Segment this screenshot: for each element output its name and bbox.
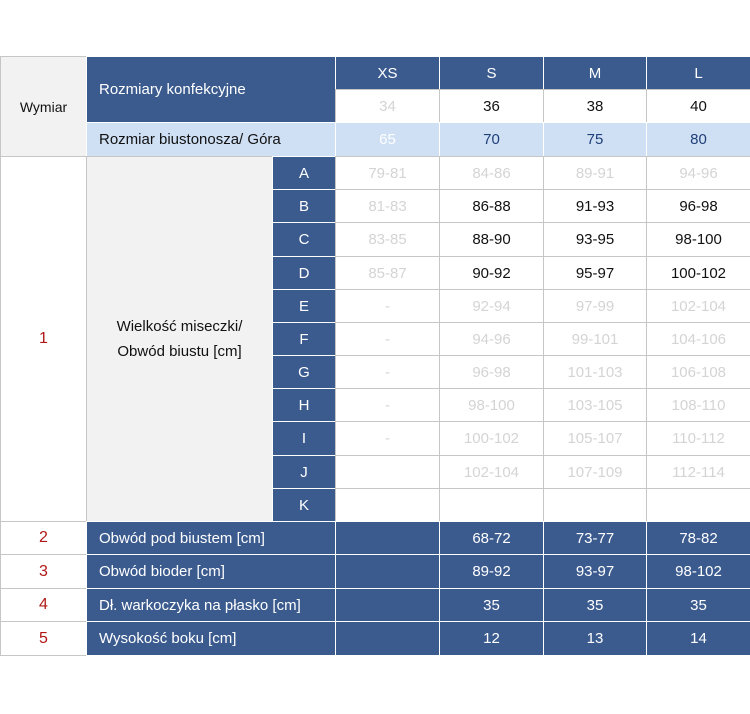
cup-value: 102-104 (439, 455, 544, 489)
cup-value: - (335, 322, 440, 356)
cup-value: 100-102 (646, 256, 750, 290)
measure-label: Dł. warkoczyka na płasko [cm] (86, 588, 336, 622)
wymiar-header: Wymiar (0, 56, 87, 157)
cup-value: 108-110 (646, 388, 750, 422)
measure-number: 3 (0, 554, 87, 589)
cup-value: 101-103 (543, 355, 647, 389)
cup-value: 94-96 (439, 322, 544, 356)
cup-value: - (335, 388, 440, 422)
cup-letter-i: I (272, 421, 336, 456)
cup-value: 84-86 (439, 156, 544, 190)
cup-value (439, 488, 544, 522)
cup-value: 90-92 (439, 256, 544, 290)
cup-value: 97-99 (543, 289, 647, 323)
cup-value: 98-100 (646, 222, 750, 257)
size-label-s: S (439, 56, 544, 90)
cup-value: 105-107 (543, 421, 647, 456)
cup-letter-e: E (272, 289, 336, 323)
cup-value: - (335, 421, 440, 456)
cup-label: Wielkość miseczki/Obwód biustu [cm] (86, 156, 273, 522)
cup-value: 99-101 (543, 322, 647, 356)
cup-value: 93-95 (543, 222, 647, 257)
konf-size-xs: 34 (335, 89, 440, 123)
cup-value: - (335, 355, 440, 389)
cup-value: 100-102 (439, 421, 544, 456)
cup-letter-b: B (272, 189, 336, 223)
cup-letter-c: C (272, 222, 336, 257)
bra-size-m: 75 (543, 122, 647, 157)
cup-letter-k: K (272, 488, 336, 522)
cup-value: 83-85 (335, 222, 440, 257)
size-label-xs: XS (335, 56, 440, 90)
measure-value (335, 554, 440, 589)
cup-value (543, 488, 647, 522)
cup-value: 106-108 (646, 355, 750, 389)
cup-value: 112-114 (646, 455, 750, 489)
cup-letter-g: G (272, 355, 336, 389)
cup-value: 79-81 (335, 156, 440, 190)
konf-size-m: 38 (543, 89, 647, 123)
cup-value: 92-94 (439, 289, 544, 323)
rozmiary-header: Rozmiary konfekcyjne (86, 56, 336, 123)
measure-value: 35 (543, 588, 647, 622)
cup-letter-j: J (272, 455, 336, 489)
cup-value: 94-96 (646, 156, 750, 190)
cup-value: 110-112 (646, 421, 750, 456)
biustonosz-header: Rozmiar biustonosza/ Góra (86, 122, 336, 157)
cup-letter-d: D (272, 256, 336, 290)
cup-value: 95-97 (543, 256, 647, 290)
cup-value (335, 488, 440, 522)
measure-value: 73-77 (543, 521, 647, 555)
dimension-number: 1 (0, 156, 87, 522)
cup-value: 98-100 (439, 388, 544, 422)
bra-size-s: 70 (439, 122, 544, 157)
cup-value: 103-105 (543, 388, 647, 422)
bra-size-xs: 65 (335, 122, 440, 157)
cup-value: 85-87 (335, 256, 440, 290)
measure-value: 78-82 (646, 521, 750, 555)
cup-value (646, 488, 750, 522)
cup-value (335, 455, 440, 489)
cup-value: 89-91 (543, 156, 647, 190)
measure-value: 68-72 (439, 521, 544, 555)
measure-value: 98-102 (646, 554, 750, 589)
konf-size-l: 40 (646, 89, 750, 123)
measure-value (335, 588, 440, 622)
measure-value (335, 521, 440, 555)
measure-value: 35 (646, 588, 750, 622)
cup-value: 91-93 (543, 189, 647, 223)
measure-value: 13 (543, 621, 647, 656)
cup-value: 102-104 (646, 289, 750, 323)
measure-number: 5 (0, 621, 87, 656)
cup-value: 81-83 (335, 189, 440, 223)
cup-value: 96-98 (439, 355, 544, 389)
measure-value: 89-92 (439, 554, 544, 589)
measure-number: 4 (0, 588, 87, 622)
measure-value (335, 621, 440, 656)
size-label-m: M (543, 56, 647, 90)
cup-value: 96-98 (646, 189, 750, 223)
cup-value: 104-106 (646, 322, 750, 356)
measure-value: 12 (439, 621, 544, 656)
cup-value: 88-90 (439, 222, 544, 257)
measure-label: Wysokość boku [cm] (86, 621, 336, 656)
measure-number: 2 (0, 521, 87, 555)
cup-letter-f: F (272, 322, 336, 356)
measure-value: 14 (646, 621, 750, 656)
cup-letter-a: A (272, 156, 336, 190)
konf-size-s: 36 (439, 89, 544, 123)
measure-value: 35 (439, 588, 544, 622)
measure-label: Obwód bioder [cm] (86, 554, 336, 589)
cup-value: 86-88 (439, 189, 544, 223)
cup-letter-h: H (272, 388, 336, 422)
cup-label-line2: Obwód biustu [cm] (117, 342, 242, 360)
bra-size-l: 80 (646, 122, 750, 157)
cup-value: - (335, 289, 440, 323)
measure-label: Obwód pod biustem [cm] (86, 521, 336, 555)
cup-value: 107-109 (543, 455, 647, 489)
measure-value: 93-97 (543, 554, 647, 589)
size-label-l: L (646, 56, 750, 90)
cup-label-line1: Wielkość miseczki/ (116, 317, 243, 335)
